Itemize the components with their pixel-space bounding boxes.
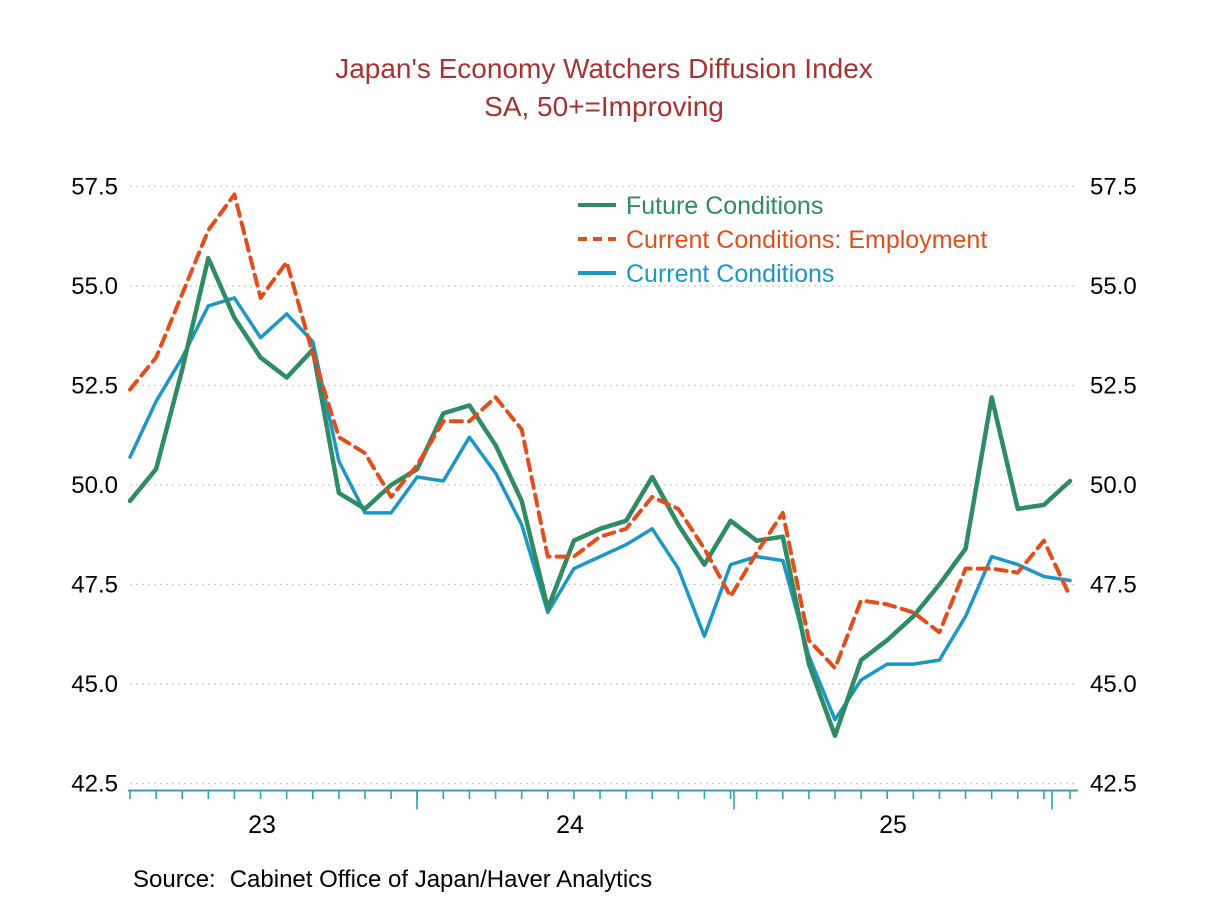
legend-label-current-conditions: Current Conditions: [626, 260, 834, 288]
y-axis-label-right: 52.5: [1090, 373, 1137, 400]
series-line-current-conditions: [128, 296, 1072, 722]
legend-label-current-conditions-employment: Current Conditions: Employment: [626, 226, 987, 254]
y-axis-label-right: 47.5: [1090, 572, 1137, 599]
x-axis-year-label: 25: [879, 811, 907, 839]
series-line-current-conditions-employment: [128, 192, 1072, 671]
y-axis-label-left: 45.0: [71, 671, 118, 698]
x-axis-year-label: 24: [556, 811, 584, 839]
source-text: Cabinet Office of Japan/Haver Analytics: [229, 866, 653, 893]
y-axis-label-left: 55.0: [71, 273, 118, 300]
x-axis-year-label: 23: [248, 811, 276, 839]
source-note: Source: Cabinet Office of Japan/Haver Ana…: [133, 866, 652, 894]
chart-title: Japan's Economy Watchers Diffusion Index: [335, 53, 873, 84]
chart-subtitle: SA, 50+=Improving: [484, 91, 724, 122]
y-axis-label-right: 50.0: [1090, 472, 1137, 499]
y-axis-label-right: 57.5: [1090, 174, 1137, 201]
series-line-future-conditions: [127, 255, 1073, 738]
chart-title-block: Japan's Economy Watchers Diffusion Index…: [0, 50, 1208, 126]
y-axis-label-left: 52.5: [71, 373, 118, 400]
y-axis-label-left: 57.5: [71, 174, 118, 201]
y-axis-label-right: 42.5: [1090, 771, 1137, 798]
y-axis-label-right: 55.0: [1090, 273, 1137, 300]
y-axis-label-left: 42.5: [71, 771, 118, 798]
legend-label-future-conditions: Future Conditions: [626, 192, 823, 220]
y-axis-label-left: 50.0: [71, 472, 118, 499]
y-axis-label-right: 45.0: [1090, 671, 1137, 698]
source-label: Source:: [133, 866, 216, 893]
y-axis-label-left: 47.5: [71, 572, 118, 599]
